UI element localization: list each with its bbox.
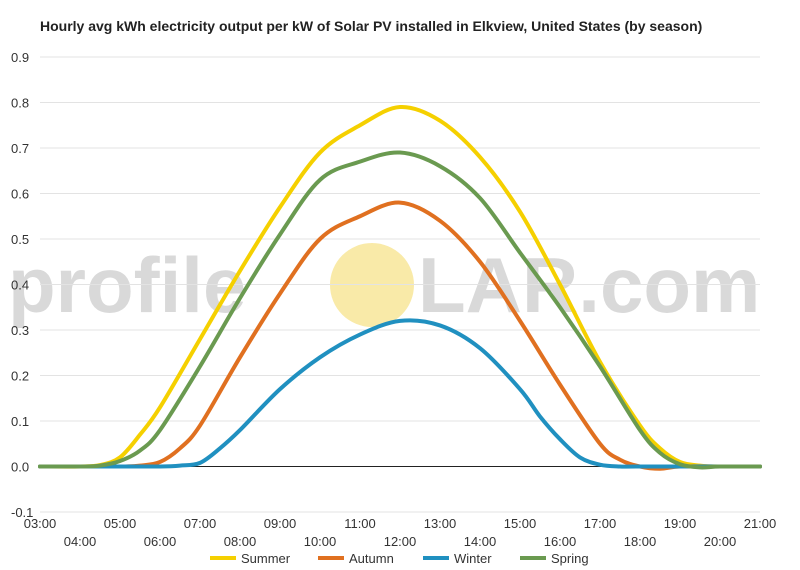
legend-label-spring: Spring <box>551 551 589 566</box>
x-tick-label: 08:00 <box>224 534 257 549</box>
x-tick-label: 07:00 <box>184 516 217 531</box>
x-tick-label: 16:00 <box>544 534 577 549</box>
x-tick-label: 15:00 <box>504 516 537 531</box>
series-line-summer <box>38 105 762 469</box>
series-line-winter <box>38 318 762 469</box>
series-line-spring <box>38 150 762 470</box>
legend-label-autumn: Autumn <box>349 551 394 566</box>
x-tick-label: 19:00 <box>664 516 697 531</box>
x-tick-label: 11:00 <box>344 516 376 531</box>
x-tick-label: 20:00 <box>704 534 737 549</box>
y-axis-ticks: -0.1 0.0 0.1 0.2 0.3 0.4 0.5 0.6 0.7 0.8 0.9 <box>11 50 33 520</box>
y-tick-label: 0.2 <box>11 369 29 384</box>
x-tick-label: 10:00 <box>304 534 337 549</box>
legend-label-winter: Winter <box>454 551 492 566</box>
x-tick-label: 12:00 <box>384 534 417 549</box>
chart-title: Hourly avg kWh electricity output per kW… <box>40 18 703 34</box>
x-tick-label: 13:00 <box>424 516 457 531</box>
y-tick-label: 0.0 <box>11 460 29 475</box>
y-tick-label: 0.1 <box>11 414 29 429</box>
x-tick-label: 09:00 <box>264 516 297 531</box>
y-tick-label: 0.8 <box>11 96 29 111</box>
y-tick-label: -0.1 <box>11 505 33 520</box>
x-tick-label: 14:00 <box>464 534 497 549</box>
y-tick-label: 0.5 <box>11 232 29 247</box>
y-tick-label: 0.9 <box>11 50 29 65</box>
x-tick-label: 04:00 <box>64 534 97 549</box>
series-lines <box>38 105 762 471</box>
x-tick-label: 18:00 <box>624 534 657 549</box>
x-tick-label: 05:00 <box>104 516 137 531</box>
y-tick-label: 0.4 <box>11 278 29 293</box>
y-tick-label: 0.3 <box>11 323 29 338</box>
y-tick-label: 0.7 <box>11 141 29 156</box>
x-tick-label: 06:00 <box>144 534 177 549</box>
legend: Summer Autumn Winter Spring <box>210 551 589 566</box>
x-axis-ticks: 03:00 04:00 05:00 06:00 07:00 08:00 09:00 10:00… <box>24 516 777 549</box>
x-tick-label: 21:00 <box>744 516 777 531</box>
y-tick-label: 0.6 <box>11 187 29 202</box>
x-tick-label: 17:00 <box>584 516 617 531</box>
legend-label-summer: Summer <box>241 551 291 566</box>
x-tick-label: 03:00 <box>24 516 57 531</box>
